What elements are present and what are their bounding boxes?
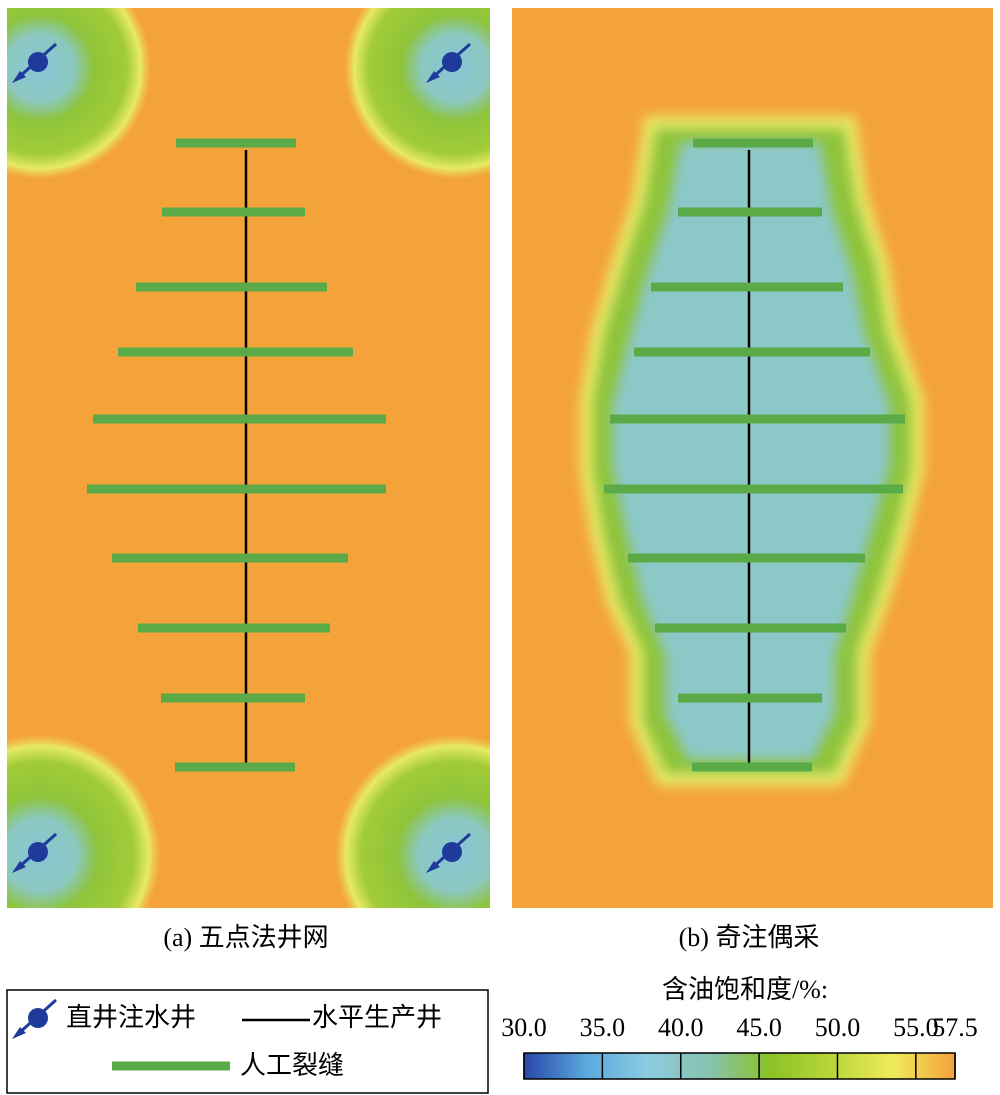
panel-caption: (a) 五点法井网: [163, 923, 328, 952]
colorbar: [523, 1052, 956, 1080]
legend-label: 人工裂缝: [240, 1051, 344, 1080]
colorbar-tick-label: 50.0: [815, 1013, 861, 1042]
colorbar-tick-label: 40.0: [658, 1013, 704, 1042]
legend-label: 直井注水井: [66, 1003, 196, 1032]
colorbar-title: 含油饱和度/%:: [662, 975, 828, 1004]
colorbar-tick-label: 30.0: [501, 1013, 547, 1042]
colorbar-tick-label: 55.0: [893, 1013, 939, 1042]
colorbar-tick-label: 57.5: [932, 1013, 978, 1042]
panel-caption: (b) 奇注偶采: [679, 923, 820, 952]
colorbar-tick-label: 45.0: [736, 1013, 782, 1042]
legend-label: 水平生产井: [312, 1003, 442, 1032]
legend-box: [6, 989, 489, 1094]
colorbar-tick-label: 35.0: [580, 1013, 626, 1042]
